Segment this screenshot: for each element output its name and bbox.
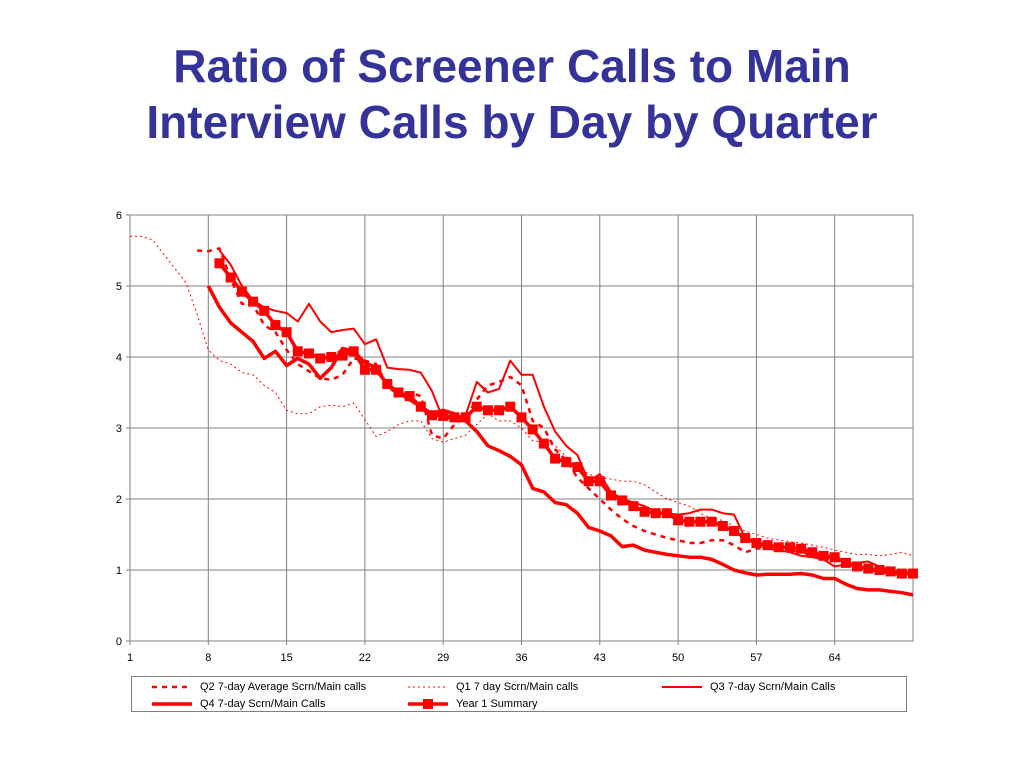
x-tick-label: 36 [515, 652, 527, 664]
series-5-point [538, 438, 549, 449]
series-5-point [617, 495, 628, 506]
series-5-point [896, 568, 907, 579]
legend-swatch-q2 [152, 685, 192, 689]
chart-legend: Q2 7-day Average Scrn/Main calls Q1 7 da… [131, 676, 907, 712]
y-tick-label: 2 [116, 494, 122, 506]
x-tick-label: 50 [672, 652, 684, 664]
y-tick-label: 6 [116, 210, 122, 222]
series-5-point [695, 516, 706, 527]
series-5-point [605, 490, 616, 501]
legend-label-q1: Q1 7 day Scrn/Main calls [456, 681, 579, 693]
series-5-point [449, 412, 460, 423]
slide-title: Ratio of Screener Calls to Main Intervie… [0, 38, 1024, 150]
series-5-point [650, 508, 661, 519]
x-tick-label: 29 [437, 652, 449, 664]
series-5-point [236, 286, 247, 297]
series-5-point [885, 566, 896, 577]
series-5-point [706, 516, 717, 527]
series-line-4 [206, 285, 914, 597]
series-5-point [661, 508, 672, 519]
title-line-2: Interview Calls by Day by Quarter [146, 96, 878, 148]
series-5-point [337, 350, 348, 361]
series-5-point [729, 525, 740, 536]
y-tick-label: 5 [116, 281, 122, 293]
series-5-point [818, 550, 829, 561]
series-5-point [427, 410, 438, 421]
series-5-point [315, 353, 326, 364]
series-5-point [527, 424, 538, 435]
series-5-point [281, 327, 292, 338]
series-5-point [359, 364, 370, 375]
title-line-1: Ratio of Screener Calls to Main [173, 40, 851, 92]
series-5-point [382, 378, 393, 389]
series-line-2 [130, 235, 914, 557]
series-5-point [594, 476, 605, 487]
series-5-point [326, 352, 337, 362]
series-5-point [863, 563, 874, 574]
series-5-point [673, 515, 684, 526]
legend-label-q2: Q2 7-day Average Scrn/Main calls [200, 681, 367, 693]
series-5-point [248, 296, 259, 307]
x-tick-label: 22 [359, 652, 371, 664]
legend-label-q4: Q4 7-day Scrn/Main Calls [200, 698, 326, 710]
series-5-point [561, 457, 572, 468]
series-line-3 [218, 249, 914, 575]
series-5-point [505, 401, 516, 412]
series-5-point [874, 565, 885, 575]
series-5-point [829, 552, 840, 563]
series-5-point [773, 542, 784, 553]
x-tick-label: 43 [594, 652, 606, 664]
series-5-point [628, 501, 639, 512]
x-tick-label: 15 [280, 652, 292, 664]
series-5-point [740, 533, 751, 544]
y-tick-label: 3 [116, 423, 122, 435]
legend-swatch-year1 [408, 699, 448, 709]
x-tick-label: 57 [750, 652, 762, 664]
series-5-point [404, 391, 415, 402]
legend-swatch-q1 [408, 686, 448, 688]
legend-label-q3: Q3 7-day Scrn/Main Calls [710, 681, 836, 693]
series-5-point [796, 543, 807, 554]
series-5-point [583, 476, 594, 487]
series-5-point [684, 516, 695, 527]
series-5-point [348, 346, 359, 357]
series-5-point [807, 547, 818, 558]
series-5-point [572, 462, 583, 473]
series-5-point [550, 453, 561, 464]
series-5-point [516, 412, 527, 423]
y-tick-label: 1 [116, 565, 122, 577]
series-5-point [303, 348, 314, 359]
series-5-point [438, 410, 449, 421]
series-5-point [717, 520, 728, 531]
series-5-point [908, 568, 918, 579]
series-5-point [751, 538, 762, 549]
series-5-point [225, 272, 236, 283]
series-5-point [784, 542, 795, 553]
series-5-point [494, 405, 505, 416]
x-tick-label: 1 [127, 652, 133, 664]
x-tick-label: 8 [205, 652, 211, 664]
series-5-point [460, 412, 471, 423]
series-5-point [371, 364, 382, 375]
series-5-point [762, 540, 773, 551]
x-tick-label: 64 [829, 652, 841, 664]
legend-swatch-q3 [662, 686, 702, 688]
legend-swatch-q4 [152, 702, 192, 706]
series-5-point [482, 405, 493, 416]
series-5-point [415, 401, 426, 412]
series-5-point [270, 320, 281, 331]
series-5-point [259, 305, 270, 316]
series-5-point [639, 506, 650, 517]
series-5-point [292, 346, 303, 357]
series-5-point [852, 561, 863, 572]
series-5-point [214, 258, 225, 269]
series-5-point [471, 401, 482, 412]
y-tick-label: 4 [116, 352, 122, 364]
series-5-point [840, 557, 851, 568]
y-tick-label: 0 [116, 636, 122, 648]
legend-label-year1: Year 1 Summary [456, 698, 538, 710]
series-5-point [393, 387, 404, 398]
